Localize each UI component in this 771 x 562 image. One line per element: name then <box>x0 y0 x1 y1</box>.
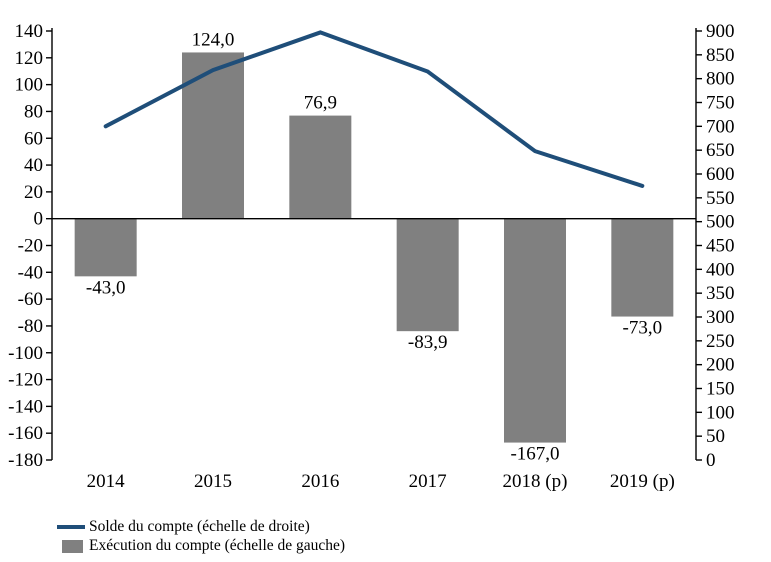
left-axis-tick-label: 0 <box>34 209 44 230</box>
right-axis-tick-label: 200 <box>706 355 735 376</box>
right-axis-tick-label: 150 <box>706 379 735 400</box>
bar-2018 (p) <box>504 218 566 443</box>
right-axis-tick-label: 700 <box>706 116 735 137</box>
category-label-2018p: 2018 (p) <box>503 471 568 492</box>
left-axis-tick-label: -160 <box>8 423 43 444</box>
left-axis-tick-label: -20 <box>18 236 43 257</box>
left-axis-tick-label: -40 <box>18 262 43 283</box>
left-axis-tick-label: 40 <box>24 155 43 176</box>
right-axis-tick-label: 900 <box>706 21 735 42</box>
right-axis-tick-label: 600 <box>706 164 735 185</box>
left-axis-tick-label: -180 <box>8 450 43 471</box>
bar-data-label: -73,0 <box>623 318 663 339</box>
category-labels: 2014 2015 2016 2017 2018 (p) 2019 (p) <box>87 471 675 492</box>
left-axis-tick-label: -100 <box>8 343 43 364</box>
right-axis-tick-label: 50 <box>706 426 725 447</box>
bar-2014 <box>74 218 137 277</box>
bar-2016 <box>289 115 352 219</box>
bar-2017 <box>396 218 459 332</box>
category-label-2017: 2017 <box>409 471 447 492</box>
legend-item-execution: Exécution du compte (échelle de gauche) <box>57 538 345 554</box>
bar-data-label: -167,0 <box>510 444 559 465</box>
right-axis-tick-label: 550 <box>706 188 735 209</box>
left-axis-tick-label: 140 <box>15 21 44 42</box>
bar-2015 <box>182 52 244 219</box>
left-axis-tick-label: 80 <box>24 101 43 122</box>
legend: Solde du compte (échelle de droite) Exéc… <box>57 519 345 554</box>
right-axis-tick-label: 850 <box>706 45 735 66</box>
bars-group <box>74 52 674 443</box>
category-label-2014: 2014 <box>87 471 126 492</box>
bar-data-label: 124,0 <box>192 29 235 50</box>
left-axis-tick-label: -60 <box>18 289 43 310</box>
category-label-2015: 2015 <box>194 471 232 492</box>
legend-label-solde: Solde du compte (échelle de droite) <box>89 518 310 535</box>
left-axis-tick-label: 60 <box>24 128 43 149</box>
left-axis-tick-label: -120 <box>8 370 43 391</box>
right-axis-tick-label: 0 <box>706 450 716 471</box>
legend-item-solde: Solde du compte (échelle de droite) <box>57 519 345 535</box>
line-series <box>103 30 645 188</box>
left-axis-tick-label: 20 <box>24 182 43 203</box>
right-axis-tick-label: 450 <box>706 236 735 257</box>
left-axis-tick-label: -140 <box>8 396 43 417</box>
legend-label-execution: Exécution du compte (échelle de gauche) <box>89 537 346 554</box>
category-label-2019p: 2019 (p) <box>610 471 675 492</box>
right-axis-tick-label: 100 <box>706 402 735 423</box>
bar-data-labels: -43,0 124,0 76,9 -83,9 -167,0 -73,0 <box>86 29 662 464</box>
bar-series-swatch-icon <box>62 539 83 553</box>
right-axis-tick-label: 800 <box>706 69 735 90</box>
right-axis-tick-label: 300 <box>706 307 735 328</box>
category-label-2016: 2016 <box>301 471 339 492</box>
right-axis-tick-label: 650 <box>706 140 735 161</box>
line-series-swatch-icon <box>57 525 85 529</box>
left-axis-tick-label: -80 <box>18 316 43 337</box>
right-axis-tick-label: 350 <box>706 283 735 304</box>
left-axis-tick-label: 120 <box>15 48 44 69</box>
left-axis: 140 120 100 80 60 40 20 0 -20 -40 -60 -80 -100 -120 -1… <box>8 21 53 471</box>
right-axis-tick-label: 750 <box>706 93 735 114</box>
bar-2019 (p) <box>611 218 674 317</box>
bar-data-label: 76,9 <box>304 93 337 114</box>
bar-data-label: -43,0 <box>86 277 126 298</box>
right-axis-tick-label: 400 <box>706 259 735 280</box>
right-axis-tick-label: 500 <box>706 212 735 233</box>
bar-data-label: -83,9 <box>408 332 448 353</box>
right-axis: 9008508007507006506005505004504003503002… <box>695 21 735 471</box>
right-axis-tick-label: 250 <box>706 331 735 352</box>
left-axis-tick-label: 100 <box>15 75 44 96</box>
